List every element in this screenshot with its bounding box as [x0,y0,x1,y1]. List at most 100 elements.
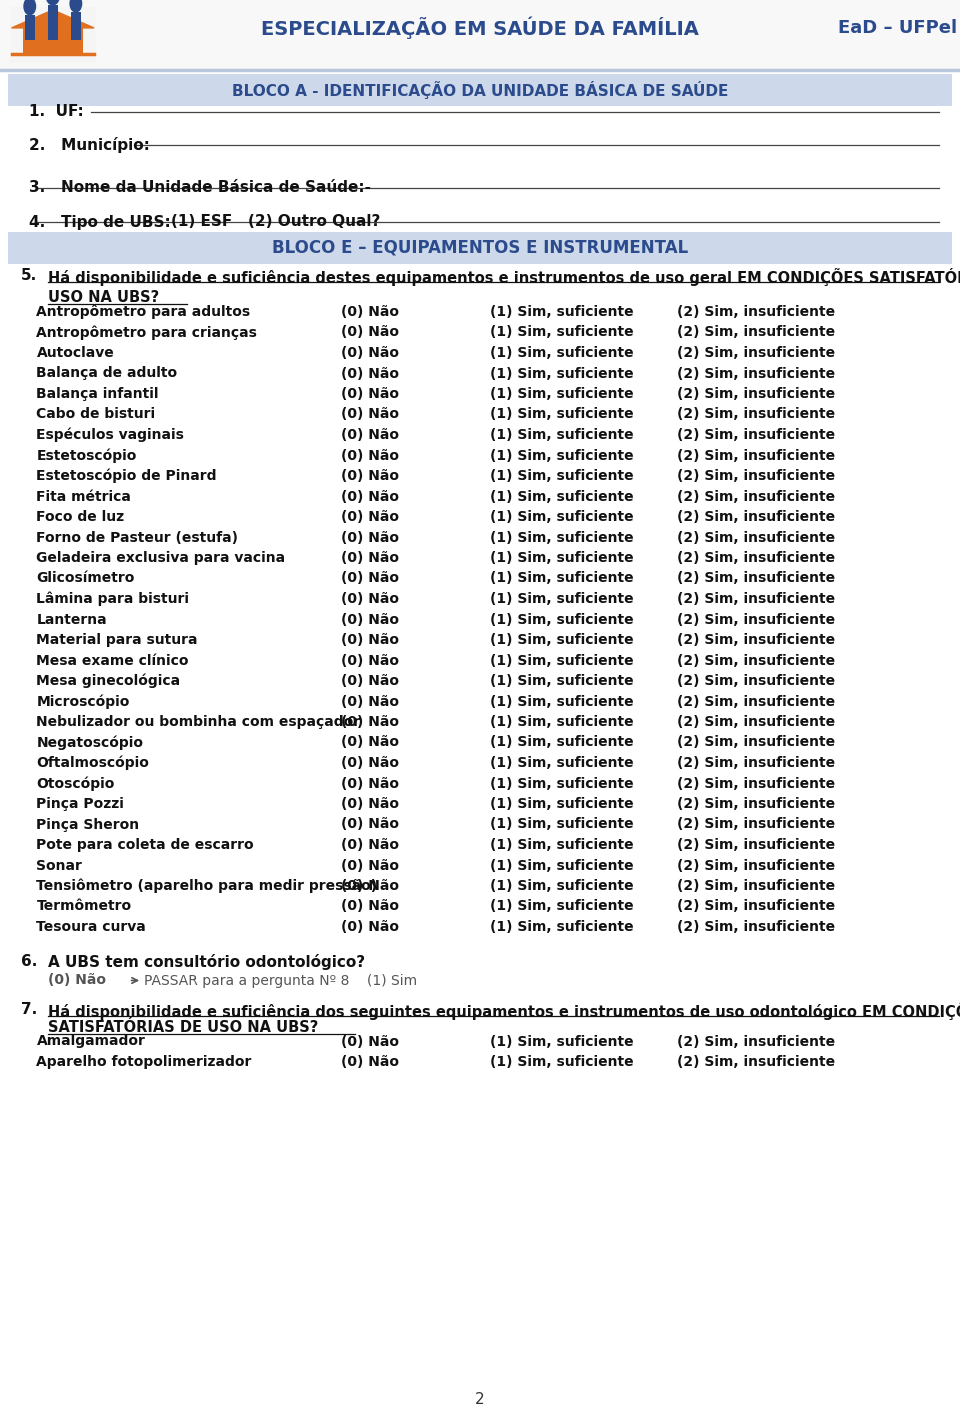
Text: 2.   Município:: 2. Município: [29,137,155,153]
Text: Material para sutura: Material para sutura [36,633,198,647]
Text: (1) Sim, suficiente: (1) Sim, suficiente [490,306,634,318]
Text: (0) Não: (0) Não [341,859,398,873]
Text: (0) Não: (0) Não [341,920,398,934]
Text: (2) Sim, insuficiente: (2) Sim, insuficiente [677,449,835,463]
Text: Estetoscópio: Estetoscópio [36,449,137,463]
Text: (2) Sim, insuficiente: (2) Sim, insuficiente [677,347,835,359]
Text: (1) Sim, suficiente: (1) Sim, suficiente [490,408,634,422]
Text: (1) Sim, suficiente: (1) Sim, suficiente [490,1056,634,1068]
Text: (2) Sim, insuficiente: (2) Sim, insuficiente [677,1034,835,1049]
Text: 6.: 6. [21,954,37,968]
Text: 1.  UF:: 1. UF: [29,105,88,119]
Text: (2) Sim, insuficiente: (2) Sim, insuficiente [677,756,835,770]
Text: (1) Sim, suficiente: (1) Sim, suficiente [490,715,634,729]
Text: PASSAR para a pergunta Nº 8    (1) Sim: PASSAR para a pergunta Nº 8 (1) Sim [144,974,418,988]
Text: (1) Sim, suficiente: (1) Sim, suficiente [490,1034,634,1049]
Text: (1) Sim, suficiente: (1) Sim, suficiente [490,490,634,504]
Text: (0) Não: (0) Não [341,490,398,504]
FancyBboxPatch shape [48,4,58,40]
Text: (1) Sim, suficiente: (1) Sim, suficiente [490,449,634,463]
Text: Nebulizador ou bombinha com espaçador: Nebulizador ou bombinha com espaçador [36,715,361,729]
Text: (2) Sim, insuficiente: (2) Sim, insuficiente [677,550,835,565]
Text: (2) Sim, insuficiente: (2) Sim, insuficiente [677,531,835,545]
Text: Otoscópio: Otoscópio [36,777,115,791]
Text: (2) Sim, insuficiente: (2) Sim, insuficiente [677,306,835,318]
Text: (2) Sim, insuficiente: (2) Sim, insuficiente [677,427,835,441]
Text: 5.: 5. [21,267,37,283]
Text: (0) Não: (0) Não [341,427,398,441]
Text: (0) Não: (0) Não [341,879,398,893]
Text: Cabo de bisturi: Cabo de bisturi [36,408,156,422]
Text: ESPECIALIZAÇÃO EM SAÚDE DA FAMÍLIA: ESPECIALIZAÇÃO EM SAÚDE DA FAMÍLIA [261,17,699,40]
Text: (1) Sim, suficiente: (1) Sim, suficiente [490,572,634,586]
FancyBboxPatch shape [8,74,952,106]
Text: 4.   Tipo de UBS:: 4. Tipo de UBS: [29,215,171,229]
Text: (2) Sim, insuficiente: (2) Sim, insuficiente [677,777,835,791]
Text: 3.   Nome da Unidade Básica de Saúde:-: 3. Nome da Unidade Básica de Saúde:- [29,181,371,195]
Text: Oftalmoscópio: Oftalmoscópio [36,756,150,770]
Text: BLOCO E – EQUIPAMENTOS E INSTRUMENTAL: BLOCO E – EQUIPAMENTOS E INSTRUMENTAL [272,239,688,258]
Text: Balança infantil: Balança infantil [36,386,159,400]
Text: (2) Sim, insuficiente: (2) Sim, insuficiente [677,900,835,914]
FancyBboxPatch shape [23,28,83,54]
Text: (1) Sim, suficiente: (1) Sim, suficiente [490,531,634,545]
Text: (1) Sim, suficiente: (1) Sim, suficiente [490,859,634,873]
Text: (0) Não: (0) Não [341,509,398,524]
Text: (1) Sim, suficiente: (1) Sim, suficiente [490,756,634,770]
Text: (1) Sim, suficiente: (1) Sim, suficiente [490,325,634,340]
Text: (0) Não: (0) Não [341,715,398,729]
Text: Tensiômetro (aparelho para medir pressão): Tensiômetro (aparelho para medir pressão… [36,879,377,893]
Text: Pote para coleta de escarro: Pote para coleta de escarro [36,838,254,852]
Text: (0) Não: (0) Não [341,325,398,340]
Text: (1) Sim, suficiente: (1) Sim, suficiente [490,920,634,934]
FancyBboxPatch shape [8,232,952,265]
Text: (0) Não: (0) Não [341,550,398,565]
Text: Pinça Pozzi: Pinça Pozzi [36,797,125,811]
Text: (0) Não: (0) Não [341,1034,398,1049]
Text: (1) Sim, suficiente: (1) Sim, suficiente [490,674,634,688]
Text: Pinça Sheron: Pinça Sheron [36,818,139,832]
Text: (2) Sim, insuficiente: (2) Sim, insuficiente [677,818,835,832]
Text: (1) Sim, suficiente: (1) Sim, suficiente [490,386,634,400]
Circle shape [70,0,82,11]
Text: (0) Não: (0) Não [341,1056,398,1068]
Text: (1) Sim, suficiente: (1) Sim, suficiente [490,818,634,832]
Text: (2) Sim, insuficiente: (2) Sim, insuficiente [677,386,835,400]
Text: (1) Sim, suficiente: (1) Sim, suficiente [490,695,634,709]
Text: (2) Sim, insuficiente: (2) Sim, insuficiente [677,920,835,934]
Text: Mesa ginecológica: Mesa ginecológica [36,674,180,688]
FancyBboxPatch shape [10,7,96,62]
Text: (2) Sim, insuficiente: (2) Sim, insuficiente [677,838,835,852]
Text: (0) Não: (0) Não [341,347,398,359]
Text: (0) Não: (0) Não [341,613,398,627]
Text: (2) Sim, insuficiente: (2) Sim, insuficiente [677,509,835,524]
Text: (0) Não: (0) Não [341,736,398,750]
Text: (0) Não: (0) Não [341,818,398,832]
Text: (2) Sim, insuficiente: (2) Sim, insuficiente [677,695,835,709]
Text: (0) Não: (0) Não [341,306,398,318]
Text: (1) Sim, suficiente: (1) Sim, suficiente [490,509,634,524]
Text: (1) Sim, suficiente: (1) Sim, suficiente [490,838,634,852]
FancyBboxPatch shape [0,0,960,69]
Text: Termômetro: Termômetro [36,900,132,914]
Text: (0) Não: (0) Não [341,900,398,914]
Text: (0) Não: (0) Não [341,756,398,770]
Text: (1) Sim, suficiente: (1) Sim, suficiente [490,613,634,627]
Text: Antropômetro para crianças: Antropômetro para crianças [36,325,257,340]
Text: (0) Não: (0) Não [341,449,398,463]
Text: (2) Sim, insuficiente: (2) Sim, insuficiente [677,654,835,668]
Text: (2) Sim, insuficiente: (2) Sim, insuficiente [677,325,835,340]
Text: (0) Não: (0) Não [341,591,398,606]
Text: Balança de adulto: Balança de adulto [36,366,178,381]
Text: (0) Não: (0) Não [341,633,398,647]
Text: (2) Sim, insuficiente: (2) Sim, insuficiente [677,736,835,750]
Text: (0) Não: (0) Não [341,838,398,852]
Text: Lanterna: Lanterna [36,613,108,627]
Text: (0) Não: (0) Não [341,797,398,811]
Text: (0) Não: (0) Não [341,654,398,668]
Text: (2) Sim, insuficiente: (2) Sim, insuficiente [677,468,835,483]
Text: (0) Não: (0) Não [341,531,398,545]
Text: (2) Sim, insuficiente: (2) Sim, insuficiente [677,633,835,647]
Text: (1) Sim, suficiente: (1) Sim, suficiente [490,777,634,791]
Text: (0) Não: (0) Não [341,468,398,483]
